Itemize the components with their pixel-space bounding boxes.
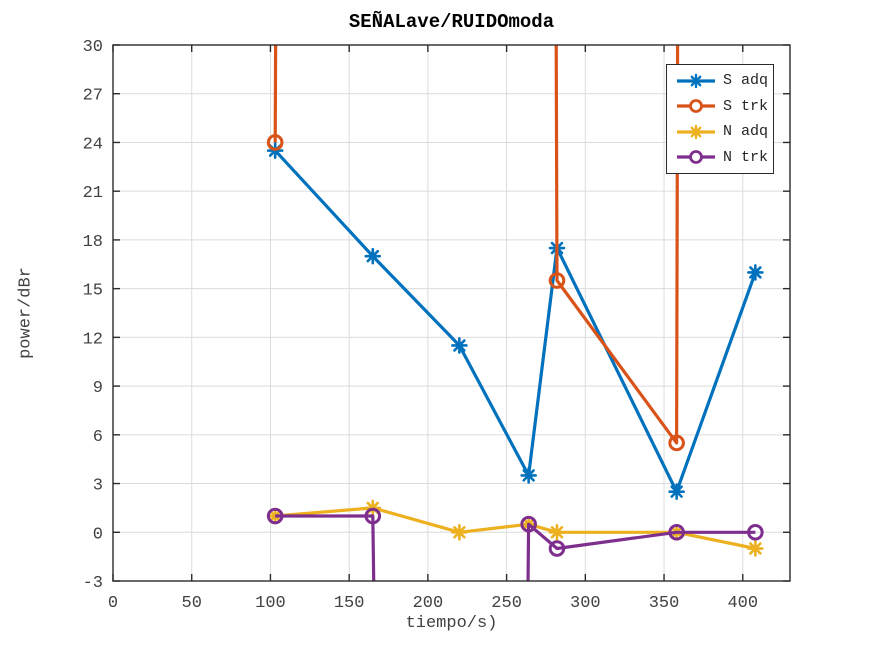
marker-asterisk-n-adq [548,523,566,541]
legend-label: S trk [723,97,769,115]
x-tick-label-400: 400 [727,594,758,613]
marker-asterisk-s-adq [747,264,764,281]
series-line-n-trk [275,514,756,581]
x-axis-label: tiempo/s) [405,614,498,633]
series-s-adq [266,142,764,500]
marker-circle-n-trk [364,507,382,525]
y-tick-label-15: 15 [83,282,103,301]
x-tick-label-250: 250 [491,594,522,613]
marker-circle-n-trk [668,523,685,541]
x-tick-label-50: 50 [182,594,202,613]
legend-item-n-adq: N adq [675,122,773,142]
legend-sample-line-s-trk [677,99,715,114]
legend-item-s-adq: S adq [675,71,773,91]
x-tick-label-150: 150 [334,594,365,613]
tick-labels: 0 50 100 150 200 250 300 350 400 -3 0 3 6 9 12 15 18 21 24… [83,38,758,613]
legend-marker-circle-n-trk [689,150,703,165]
marker-circle-n-trk [520,515,537,533]
y-tick-label-27: 27 [83,87,103,106]
x-tick-label-300: 300 [570,594,601,613]
x-tick-label-100: 100 [255,594,286,613]
legend-box: S adq S trk N adq N trk [666,64,774,174]
series-line-s-trk [273,45,680,445]
y-tick-label-3: 3 [93,477,103,496]
marker-asterisk-s-adq [520,467,537,484]
legend-item-s-trk: S trk [675,96,773,116]
marker-circle-s-trk [548,272,566,289]
y-axis-label: power/dBr [16,267,36,359]
y-tick-label-6: 6 [93,428,103,447]
marker-asterisk-n-adq [747,540,764,557]
marker-asterisk-s-adq [451,337,468,354]
y-tick-label-12: 12 [83,330,103,349]
x-tick-label-200: 200 [413,594,444,613]
legend-item-n-trk: N trk [675,147,773,167]
series-s-trk [266,45,685,452]
marker-circle-s-trk [266,134,284,151]
legend-sample-line-n-trk [677,150,715,165]
series-group [266,45,764,581]
marker-asterisk-n-adq [266,507,284,525]
marker-circle-n-trk [266,507,284,525]
legend-label: N trk [723,148,769,166]
tick-marks [112,44,790,582]
y-tick-label-30: 30 [83,38,103,57]
series-n-trk [266,507,764,581]
marker-asterisk-s-adq [668,483,685,500]
legend-marker-asterisk-s-adq [688,73,704,88]
x-tick-label-0: 0 [108,594,118,613]
legend-label: N adq [723,123,769,141]
y-tick-label-21: 21 [83,184,103,203]
legend-marker-asterisk-n-adq [688,124,704,139]
legend-marker-circle-s-trk [689,99,703,114]
x-tick-label-350: 350 [649,594,680,613]
y-tick-label-9: 9 [93,379,103,398]
legend-sample-line-s-adq [677,73,715,88]
series-n-adq [266,499,764,557]
legend-sample-line-n-adq [677,124,715,139]
axes-box [112,44,791,582]
y-tick-label-0: 0 [93,525,103,544]
marker-circle-n-trk [548,540,566,557]
marker-asterisk-n-adq [451,523,468,541]
marker-circle-s-trk [668,434,685,452]
chart-title: SEÑALave/RUIDOmoda [348,11,555,33]
marker-asterisk-s-adq [364,247,382,265]
y-tick-label--3: -3 [83,574,103,593]
marker-circle-n-trk [747,523,764,541]
legend-label: S adq [723,72,769,90]
y-tick-label-18: 18 [83,233,103,252]
y-tick-label-24: 24 [83,135,103,154]
